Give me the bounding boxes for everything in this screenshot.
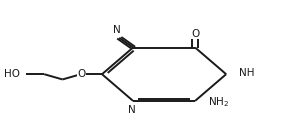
Text: O: O bbox=[191, 29, 200, 39]
Text: NH: NH bbox=[239, 68, 254, 78]
Text: HO: HO bbox=[4, 69, 20, 79]
Text: N: N bbox=[128, 105, 136, 115]
Text: N: N bbox=[112, 25, 120, 35]
Text: O: O bbox=[77, 69, 85, 79]
Text: NH$_2$: NH$_2$ bbox=[208, 95, 229, 109]
